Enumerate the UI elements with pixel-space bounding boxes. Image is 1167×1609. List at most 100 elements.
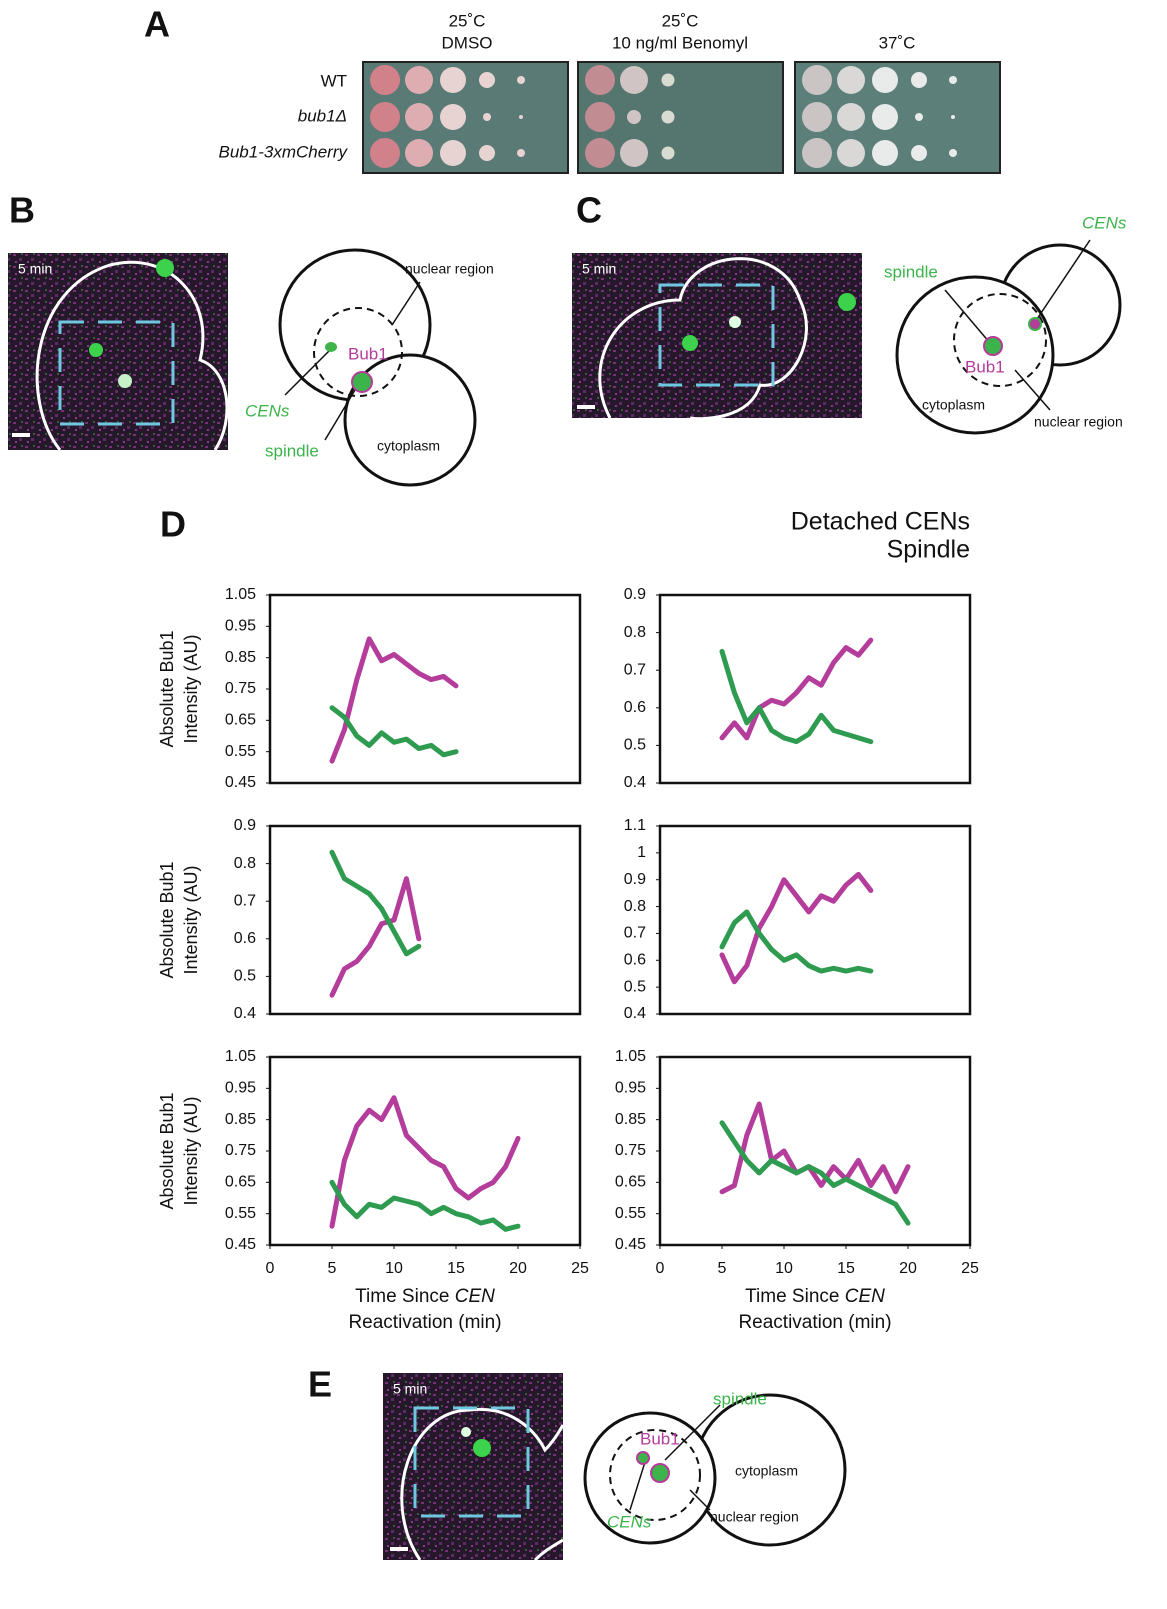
y-tick-label: 0.75 (615, 1142, 646, 1159)
annotation: spindle (884, 262, 938, 281)
x-tick-label: 0 (656, 1260, 665, 1277)
column-header: 37˚C (879, 33, 916, 52)
scale-bar (577, 405, 595, 409)
x-axis-label: Reactivation (min) (348, 1312, 501, 1333)
data-line (719, 637, 874, 741)
y-tick-label: 0.7 (624, 661, 646, 678)
colony (370, 138, 400, 168)
colony (517, 149, 525, 157)
panel-label: B (9, 190, 35, 231)
spot (461, 1427, 471, 1437)
colony (405, 66, 433, 94)
annotation: CENs (607, 1512, 652, 1531)
y-tick-label: 0.85 (225, 1111, 256, 1128)
zoom-box (58, 320, 175, 426)
x-tick-label: 5 (718, 1260, 727, 1277)
colony (911, 72, 927, 88)
y-tick-label: 0.5 (624, 978, 646, 995)
y-tick-label: 0.75 (225, 680, 256, 697)
schematic (583, 1393, 847, 1547)
plot-frame (658, 593, 972, 785)
y-tick-label: 1 (637, 844, 646, 861)
y-tick-label: 0.6 (624, 699, 646, 716)
x-axis-label: Time Since CEN (355, 1286, 495, 1307)
y-tick-label: 0.9 (624, 871, 646, 888)
colony (872, 104, 898, 130)
annotation: cytoplasm (922, 397, 985, 413)
y-tick-label: 0.45 (615, 1236, 646, 1253)
y-axis-label: Intensity (AU) (181, 865, 201, 974)
y-tick-label: 0.6 (624, 952, 646, 969)
annotation: Bub1 (965, 357, 1005, 376)
data-line (719, 909, 874, 974)
colony (585, 65, 615, 95)
y-tick-label: 0.65 (615, 1174, 646, 1191)
colony (479, 72, 495, 88)
spot (983, 336, 1003, 356)
colony (620, 139, 648, 167)
spot (729, 316, 741, 328)
y-tick-label: 1.1 (624, 817, 646, 834)
plot-frame (268, 1055, 582, 1247)
data-line (719, 648, 874, 745)
y-tick-label: 0.55 (615, 1205, 646, 1222)
y-tick-label: 0.4 (624, 1005, 646, 1022)
annotation: cytoplasm (735, 1463, 798, 1479)
column-header: 25˚C (449, 11, 486, 30)
plates (362, 61, 1001, 174)
x-tick-label: 20 (509, 1260, 527, 1277)
panel-label: A (144, 4, 170, 45)
y-tick-label: 0.45 (225, 774, 256, 791)
spot (118, 374, 132, 388)
data-line (329, 705, 459, 758)
micrograph (8, 253, 228, 450)
colony (802, 138, 832, 168)
colony (911, 145, 927, 161)
spot (1028, 317, 1042, 331)
x-tick-label: 10 (775, 1260, 793, 1277)
annotation: spindle (265, 441, 319, 460)
y-tick-label: 0.95 (615, 1080, 646, 1097)
spot (636, 1451, 650, 1465)
plot-frame (658, 1055, 972, 1247)
row-label: WT (321, 71, 347, 90)
colony (440, 104, 466, 130)
spot (838, 293, 856, 311)
scale-bar (390, 1547, 408, 1551)
y-tick-label: 0.8 (624, 624, 646, 641)
colony (949, 149, 957, 157)
colony (661, 110, 675, 124)
panel-label: E (308, 1364, 332, 1405)
spot (325, 342, 337, 352)
annotation: Bub1 (348, 344, 388, 363)
annotation: cytoplasm (377, 438, 440, 454)
x-axis-label: Time Since CEN (745, 1286, 885, 1307)
annotation: CENs (1082, 213, 1127, 232)
row-label: Bub1-3xmCherry (219, 142, 349, 161)
colony (915, 113, 923, 121)
x-tick-label: 5 (328, 1260, 337, 1277)
x-tick-label: 20 (899, 1260, 917, 1277)
column-header: DMSO (442, 33, 493, 52)
zoom-box (413, 1406, 530, 1518)
data-line (329, 1179, 521, 1232)
x-axis-label-part: Time Since (745, 1286, 845, 1307)
y-tick-label: 0.7 (234, 892, 256, 909)
annotation: nuclear region (1034, 414, 1123, 430)
colony (370, 65, 400, 95)
plot-frame (268, 824, 582, 1016)
plot-frame (268, 593, 582, 785)
colony (661, 146, 675, 160)
spot (89, 343, 103, 357)
colony (440, 140, 466, 166)
x-axis-label-part: CEN (845, 1286, 885, 1307)
y-axis-label: Intensity (AU) (181, 1096, 201, 1205)
y-tick-label: 0.65 (225, 712, 256, 729)
annotation: nuclear region (405, 261, 494, 277)
time-label: 5 min (393, 1381, 427, 1397)
column-header: 10 ng/ml Benomyl (612, 33, 748, 52)
colony (483, 113, 491, 121)
